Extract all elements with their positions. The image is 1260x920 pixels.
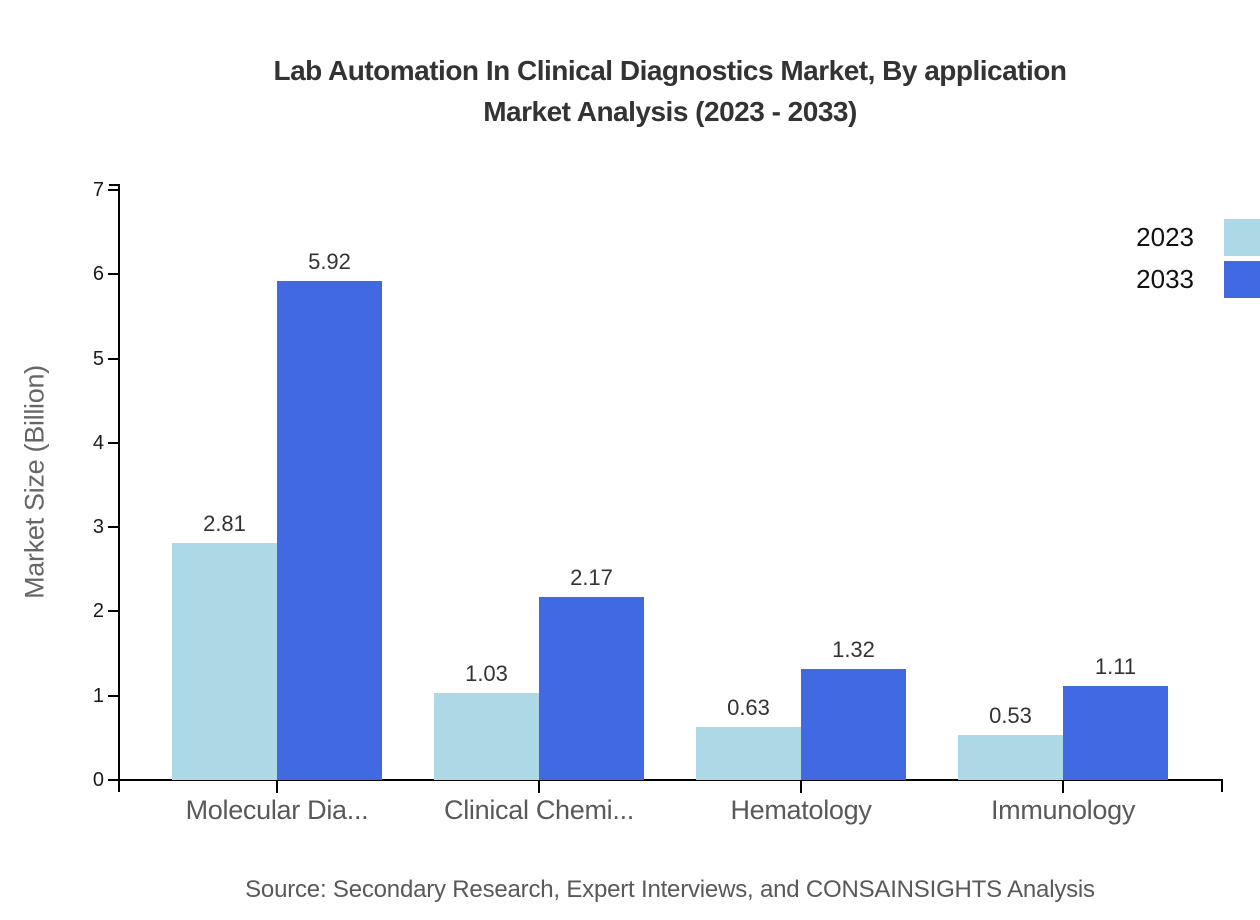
y-tick-mark [108, 779, 118, 781]
bar-2023-Molecular Dia... [172, 543, 277, 780]
x-tick-mark [538, 781, 540, 793]
y-tick-mark [108, 273, 118, 276]
legend-label-2023: 2023 [1136, 222, 1194, 252]
y-tick-mark [108, 357, 118, 360]
y-axis-line [118, 184, 120, 781]
x-axis-left-cap [118, 779, 120, 792]
bar-2023-Immunology [958, 735, 1063, 780]
legend-label-2033: 2033 [1136, 264, 1194, 294]
x-axis-line [118, 779, 1223, 781]
legend-swatch-2023-icon [1224, 219, 1260, 256]
bar-value-label: 0.53 [989, 703, 1032, 729]
y-tick-label: 2 [92, 600, 104, 623]
y-axis-top-cap [109, 184, 119, 186]
bar-2033-Hematology [801, 668, 906, 780]
y-tick-label: 6 [92, 263, 104, 286]
bar-value-label: 0.63 [727, 694, 770, 720]
bar-2033-Clinical Chemi... [539, 597, 644, 780]
x-category-label: Immunology [990, 795, 1136, 825]
x-category-label: Molecular Dia... [185, 795, 369, 825]
y-tick-label: 0 [92, 769, 104, 791]
bar-2023-Hematology [696, 726, 801, 780]
y-tick-label: 4 [92, 431, 104, 454]
bar-2033-Molecular Dia... [277, 281, 382, 780]
bar-2023-Clinical Chemi... [434, 693, 539, 780]
bar-2033-Immunology [1063, 686, 1168, 780]
y-tick-mark [108, 189, 118, 191]
x-tick-mark [800, 781, 802, 793]
y-tick-label: 7 [92, 179, 104, 201]
bar-value-label: 1.03 [465, 661, 508, 687]
y-tick-label: 3 [92, 516, 104, 539]
x-axis-right-cap [1221, 779, 1223, 792]
y-tick-label: 1 [92, 684, 104, 707]
source-attribution: Source: Secondary Research, Expert Inter… [245, 876, 1095, 903]
chart-title: Lab Automation In Clinical Diagnostics M… [80, 50, 1260, 132]
bar-value-label: 1.11 [1094, 654, 1137, 680]
bar-value-label: 1.32 [832, 636, 875, 662]
bar-value-label: 2.17 [570, 565, 613, 591]
y-tick-mark [108, 441, 118, 444]
bar-value-label: 5.92 [308, 249, 351, 275]
legend-swatch-2033-icon [1224, 261, 1260, 298]
y-tick-mark [108, 610, 118, 613]
legend-item-2023: 2023 [1136, 219, 1260, 256]
legend-item-2033: 2033 [1136, 261, 1260, 298]
x-category-label: Hematology [730, 795, 872, 825]
y-tick-label: 5 [92, 347, 104, 370]
chart-title-line-1: Lab Automation In Clinical Diagnostics M… [273, 55, 1067, 86]
chart-title-line-2: Market Analysis (2023 - 2033) [483, 96, 857, 127]
bar-value-label: 2.81 [203, 511, 246, 537]
y-tick-mark [108, 526, 118, 529]
legend: 2023 2033 [1136, 219, 1260, 303]
y-tick-mark [108, 694, 118, 697]
x-category-label: Clinical Chemi... [444, 795, 634, 825]
x-tick-mark [276, 781, 278, 793]
x-tick-mark [1062, 781, 1064, 793]
